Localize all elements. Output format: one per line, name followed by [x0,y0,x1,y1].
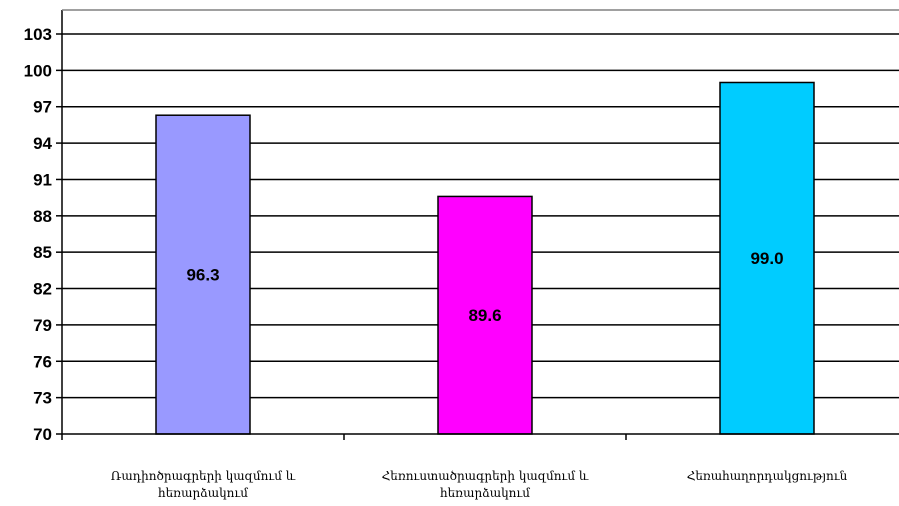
axes [56,9,899,440]
y-tick-label: 79 [33,316,52,335]
x-category-label: Ռադիոծրագրերի կազմում և հեռարձակում [110,469,296,500]
x-category-label: Հեռուստածրագրերի կազմում և հեռարձակում [381,469,589,500]
y-tick-label: 100 [24,61,52,80]
bar [155,114,251,435]
y-tick-label: 73 [33,389,52,408]
x-category-label: Հեռահաղորդակցություն [686,469,848,483]
y-tick-label: 97 [33,98,52,117]
bar-value-label: 99.0 [750,249,783,268]
y-tick-label: 88 [33,207,52,226]
y-tick-label: 103 [24,25,52,44]
y-tick-label: 91 [33,170,52,189]
bar-value-label: 89.6 [468,306,501,325]
y-tick-label: 94 [33,134,52,153]
labels: 70 73 76 79 82 85 88 91 94 97 100 103 96.3 89.6 99.0 [24,25,784,444]
y-tick-label: 82 [33,280,52,299]
bar [719,81,815,435]
bar [437,195,533,435]
y-tick-label: 70 [33,425,52,444]
bar-value-label: 96.3 [186,266,219,285]
bars [155,81,815,435]
y-tick-label: 85 [33,243,52,262]
y-tick-label: 76 [33,352,52,371]
